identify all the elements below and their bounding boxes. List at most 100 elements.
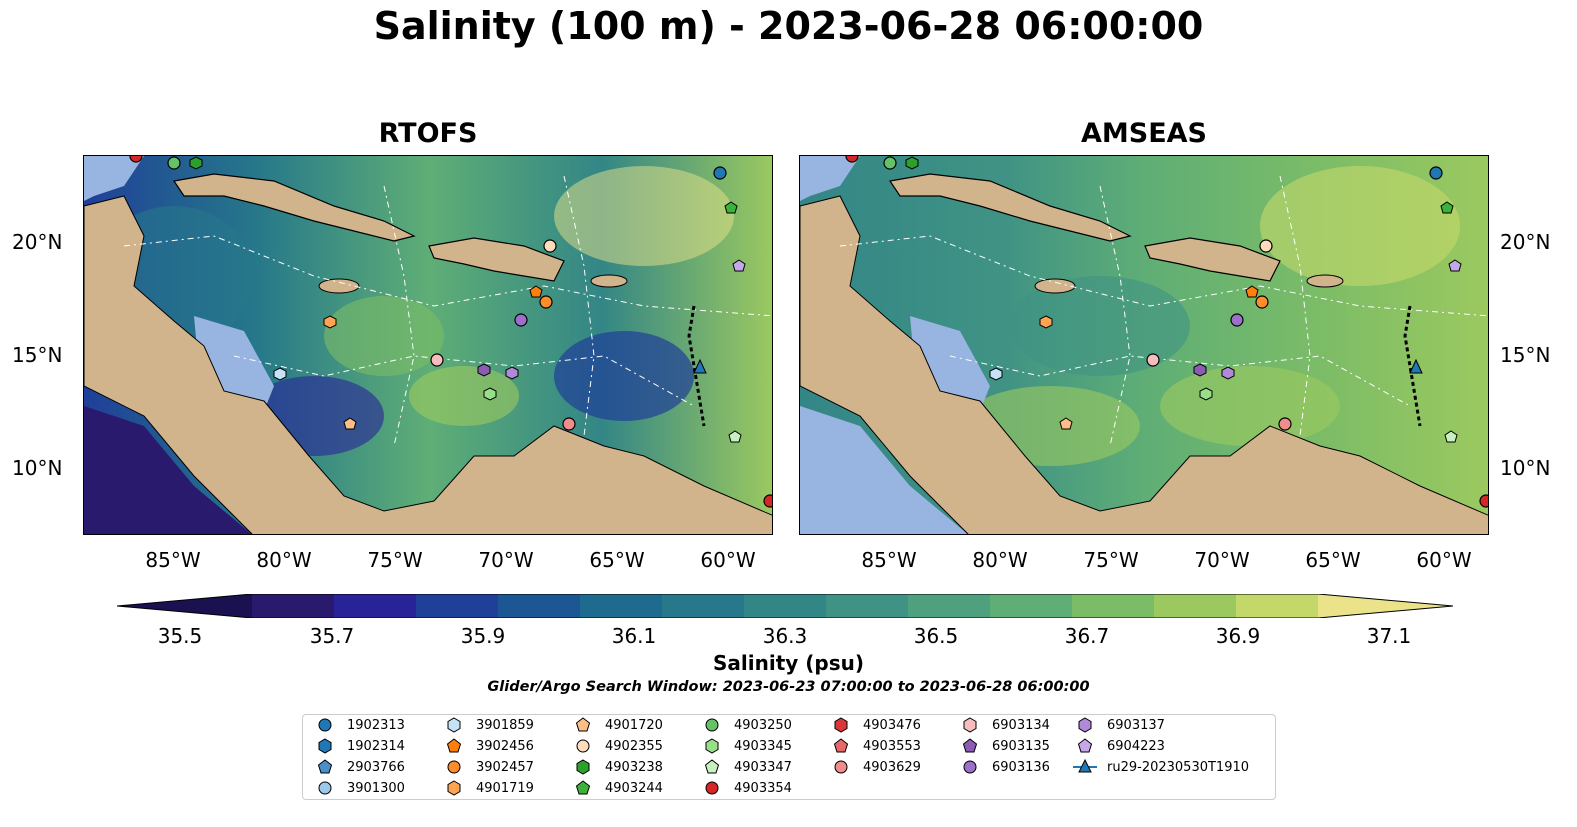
lat-label-15n-right: 15°N xyxy=(1500,343,1551,367)
legend-marker-icon xyxy=(705,718,719,732)
legend-label: 6903136 xyxy=(992,759,1050,775)
float-4903354[interactable] xyxy=(845,156,859,163)
float-4903354[interactable] xyxy=(129,156,143,163)
float-4903347[interactable] xyxy=(1444,430,1458,443)
legend-marker-icon xyxy=(833,738,849,753)
legend-label: 2903766 xyxy=(347,759,405,775)
float-4903345[interactable] xyxy=(1199,387,1213,401)
float-6903137[interactable] xyxy=(505,366,519,380)
legend-marker-icon xyxy=(1078,717,1092,733)
glider-ru29[interactable] xyxy=(693,358,707,374)
float-3902457[interactable] xyxy=(1255,295,1269,309)
legend-label: 6903135 xyxy=(992,738,1050,754)
colorbar-tick-label: 36.3 xyxy=(762,624,808,648)
map-rtofs[interactable] xyxy=(83,155,773,535)
eez-boundary xyxy=(233,355,695,407)
legend-marker-icon xyxy=(963,760,977,774)
float-4901719[interactable] xyxy=(323,315,337,329)
float-1902313[interactable] xyxy=(713,166,727,180)
legend-label: 4903553 xyxy=(863,738,921,754)
lesser-antilles xyxy=(687,305,706,427)
float-4903238[interactable] xyxy=(189,156,203,170)
bahamas-shelf xyxy=(800,156,860,201)
float-4903250[interactable] xyxy=(167,156,181,170)
colorbar-tick-label: 36.9 xyxy=(1215,624,1261,648)
legend-label: 3901859 xyxy=(476,717,534,733)
glider-ru29[interactable] xyxy=(1409,358,1423,374)
legend-item: 4903354 xyxy=(700,778,792,798)
legend-item: 3902457 xyxy=(442,757,534,777)
float-4903244[interactable] xyxy=(724,201,738,214)
float-6903134[interactable] xyxy=(430,353,444,367)
float-3902456[interactable] xyxy=(529,285,543,298)
float-6903137[interactable] xyxy=(1221,366,1235,380)
lat-label-10n-left: 10°N xyxy=(12,456,63,480)
float-6903136[interactable] xyxy=(514,313,528,327)
float-6903136[interactable] xyxy=(1230,313,1244,327)
colorbar-band xyxy=(990,594,1073,618)
float-6903134[interactable] xyxy=(1146,353,1160,367)
float-4903250[interactable] xyxy=(883,156,897,170)
float-4903476[interactable] xyxy=(763,494,773,508)
float-4903347[interactable] xyxy=(728,430,742,443)
float-3901859[interactable] xyxy=(989,367,1003,381)
eez-boundary xyxy=(839,235,1488,317)
legend-marker-icon xyxy=(575,780,591,795)
float-4903629[interactable] xyxy=(562,417,576,431)
float-4903476[interactable] xyxy=(1479,494,1489,508)
eddy xyxy=(1160,366,1340,446)
float-4903345[interactable] xyxy=(483,387,497,401)
eez-boundary xyxy=(949,355,1411,407)
float-6904223[interactable] xyxy=(1448,259,1462,272)
float-3901859[interactable] xyxy=(273,367,287,381)
pacific-field xyxy=(800,406,968,534)
map-amseas[interactable] xyxy=(799,155,1489,535)
colorbar xyxy=(117,594,1453,618)
colorbar-band xyxy=(498,594,581,618)
legend-marker-icon xyxy=(447,717,461,733)
float-3902457[interactable] xyxy=(539,295,553,309)
legend-item: 6903137 xyxy=(1073,715,1165,735)
float-4903629[interactable] xyxy=(1278,417,1292,431)
legend-item: 4902355 xyxy=(571,736,663,756)
colorbar-band xyxy=(662,594,745,618)
float-1902313[interactable] xyxy=(1429,166,1443,180)
float-4901719[interactable] xyxy=(1039,315,1053,329)
legend-marker-icon xyxy=(1077,738,1093,753)
lat-label-10n-right: 10°N xyxy=(1500,456,1551,480)
float-4903238[interactable] xyxy=(905,156,919,170)
legend-label: 4903244 xyxy=(605,780,663,796)
colorbar-band xyxy=(1072,594,1155,618)
colorbar-tick-label: 37.1 xyxy=(1366,624,1412,648)
lon-label-65w: 65°W xyxy=(589,548,645,572)
legend-label: 4902355 xyxy=(605,738,663,754)
legend-marker-icon xyxy=(705,738,719,754)
lon-label-70w: 70°W xyxy=(1194,548,1250,572)
land-cuba xyxy=(172,173,416,242)
float-6904223[interactable] xyxy=(732,259,746,272)
float-6903135[interactable] xyxy=(1193,363,1207,377)
eddy xyxy=(409,366,519,426)
colorbar-band xyxy=(744,594,827,618)
colorbar-tick-label: 35.7 xyxy=(309,624,355,648)
eez-boundary xyxy=(123,235,772,317)
legend-label: 3902456 xyxy=(476,738,534,754)
legend-item: 1902313 xyxy=(313,715,405,735)
float-4901720[interactable] xyxy=(1059,417,1073,430)
float-4902355[interactable] xyxy=(1259,239,1273,253)
legend-label: 6903134 xyxy=(992,717,1050,733)
float-3902456[interactable] xyxy=(1245,285,1259,298)
legend-item: 6903135 xyxy=(958,736,1050,756)
legend-marker-icon xyxy=(318,738,332,754)
figure-title: Salinity (100 m) - 2023-06-28 06:00:00 xyxy=(373,4,1204,48)
float-6903135[interactable] xyxy=(477,363,491,377)
lon-label-65w: 65°W xyxy=(1305,548,1361,572)
float-4901720[interactable] xyxy=(343,417,357,430)
float-4903244[interactable] xyxy=(1440,201,1454,214)
legend-label: 4903347 xyxy=(734,759,792,775)
legend-marker-icon xyxy=(834,760,848,774)
legend-marker-icon xyxy=(576,759,590,775)
float-4902355[interactable] xyxy=(543,239,557,253)
eddy xyxy=(554,166,734,266)
land-puerto-rico xyxy=(1306,274,1344,288)
